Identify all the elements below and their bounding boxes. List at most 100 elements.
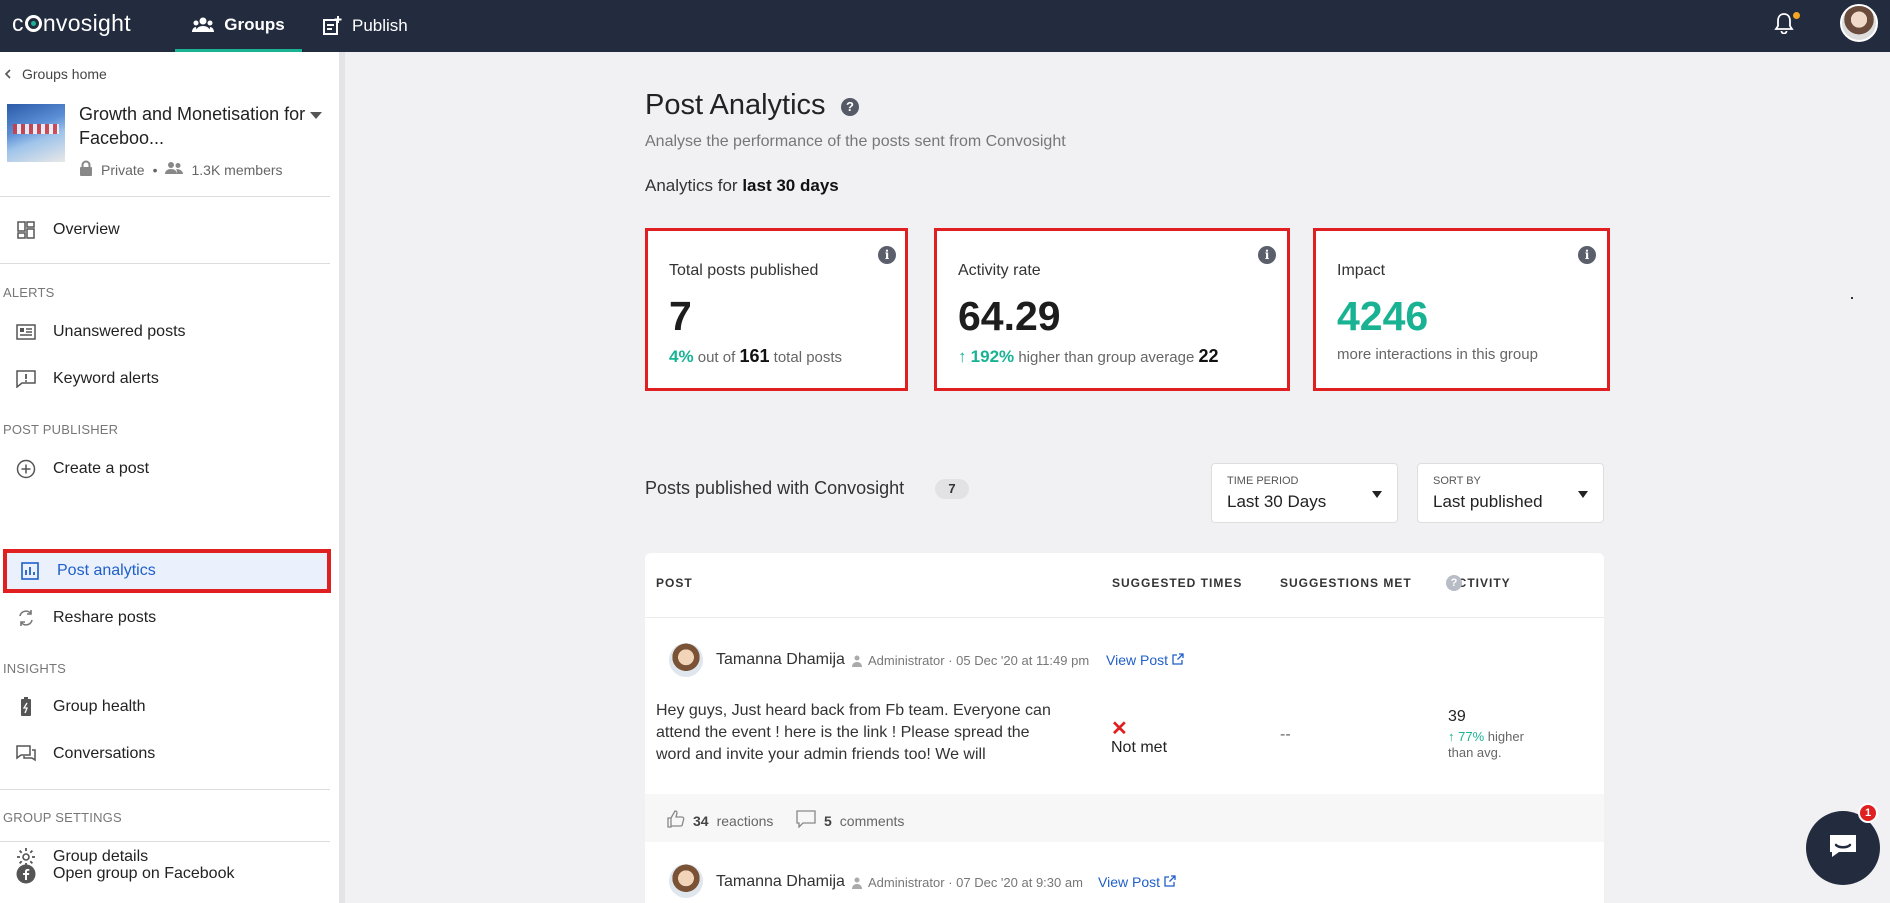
select-value: Last published [1433,492,1543,511]
period-value: last 30 days [742,176,839,195]
card-text: more interactions in this group [1337,346,1538,363]
card-impact: i Impact 4246 more interactions in this … [1313,228,1610,391]
chat-launcher-button[interactable] [1806,811,1880,885]
tab-groups[interactable]: Groups [175,0,302,52]
list-icon [14,320,38,344]
notifications-bell-icon[interactable] [1774,12,1794,39]
sidebar-item-label: Open group on Facebook [53,865,235,882]
info-icon[interactable]: i [1578,246,1596,264]
posts-table: POST SUGGESTED TIMES SUGGESTIONS MET ACT… [645,553,1604,903]
card-pct: 192% [970,347,1015,366]
section-insights: INSIGHTS [3,661,66,676]
author-avatar [669,643,703,677]
sidebar-item-label: Group health [53,698,146,715]
sidebar-item-conversations[interactable]: Conversations [14,741,330,767]
card-pct: 4% [669,347,694,366]
external-link-icon [1172,652,1184,668]
page-subtitle: Analyse the performance of the posts sen… [645,133,1066,150]
add-circle-icon [14,457,38,481]
group-switcher-caret-icon[interactable] [310,112,322,119]
column-header-post: POST [656,576,693,590]
card-label: Total posts published [669,262,819,279]
reactions: 34 reactions [667,810,773,831]
sidebar: Groups home Growth and Monetisation for … [0,52,345,903]
reactions-count: 34 [693,812,709,829]
sidebar-divider [0,789,330,790]
time-period-select[interactable]: TIME PERIOD Last 30 Days [1211,463,1398,523]
top-navbar: c nvosight Groups Publish [0,0,1890,52]
comment-icon [796,810,816,831]
sidebar-item-reshare-posts[interactable]: Reshare posts [14,605,330,631]
user-avatar[interactable] [1840,4,1878,42]
view-post-link[interactable]: View Post [1098,874,1176,890]
dropdown-arrow-icon [1578,491,1588,498]
column-header-suggestions-met: SUGGESTIONS MET [1280,576,1412,590]
bar-chart-icon [18,559,42,583]
suggested-times-status: Not met [1111,739,1168,756]
chat-icon [1827,833,1859,864]
post-meta: Administrator · 07 Dec '20 at 9:30 am [868,875,1083,890]
sidebar-item-unanswered-posts[interactable]: Unanswered posts [14,319,330,345]
sort-by-select[interactable]: SORT BY Last published [1417,463,1604,523]
group-name: Growth and Monetisation for Faceboo... [79,104,306,148]
card-avg: 22 [1198,346,1219,366]
author-name[interactable]: Tamanna Dhamija [716,873,845,890]
select-label: TIME PERIOD [1227,475,1299,487]
card-activity-rate: i Activity rate 64.29 ↑ 192% higher than… [934,228,1290,391]
refresh-icon [14,606,38,630]
activity-help-icon[interactable]: ? [1446,575,1462,591]
sidebar-item-label: Keyword alerts [53,370,159,387]
section-post-publisher: POST PUBLISHER [3,422,119,437]
sidebar-item-overview[interactable]: Overview [14,217,330,243]
external-link-icon [1164,874,1176,890]
chat-bubbles-icon [14,742,38,766]
card-suffix: total posts [773,349,843,366]
tab-groups-label: Groups [224,14,285,34]
battery-icon [14,695,38,719]
sidebar-item-post-analytics[interactable]: Post analytics [3,549,331,593]
page-title: Post Analytics [645,89,826,121]
tab-publish[interactable]: Publish [322,0,408,52]
help-icon[interactable]: ? [841,98,859,116]
header-divider [645,617,1604,618]
back-to-groups-link[interactable]: Groups home [4,66,107,82]
gear-icon [14,845,38,869]
arrow-up-icon: ↑ [1448,729,1455,744]
sidebar-item-label: Group details [53,848,149,865]
group-members: 1.3K members [191,161,283,178]
card-out-of: out of [697,349,736,366]
suggestions-met-value: -- [1280,726,1291,743]
convosight-logo[interactable]: c nvosight [12,10,131,36]
reactions-label: reactions [716,812,774,829]
alert-message-icon [14,367,38,391]
dropdown-arrow-icon [1372,491,1382,498]
notification-dot [1793,12,1800,19]
publish-icon [322,16,342,36]
info-icon[interactable]: i [1258,246,1276,264]
sidebar-item-create-post[interactable]: Create a post [14,456,330,482]
analytics-period: Analytics for last 30 days [645,176,839,196]
card-label: Impact [1337,262,1386,279]
sidebar-item-keyword-alerts[interactable]: Keyword alerts [14,366,330,392]
sidebar-item-label: Overview [53,221,120,238]
sidebar-item-label: Reshare posts [53,609,157,626]
posts-count-badge: 7 [935,479,969,499]
view-post-link[interactable]: View Post [1106,652,1184,668]
sidebar-divider [0,841,330,842]
sidebar-item-label: Conversations [53,745,156,762]
sidebar-item-open-facebook[interactable]: Open group on Facebook [14,861,330,887]
info-icon[interactable]: i [878,246,896,264]
chat-unread-badge: 1 [1858,803,1878,823]
activity-more-text: higher than avg. [1448,729,1524,760]
sidebar-item-group-health[interactable]: Group health [14,694,330,720]
post-meta: Administrator · 05 Dec '20 at 11:49 pm [868,653,1090,668]
group-meta: Private • 1.3K members [79,160,283,179]
comments-count: 5 [824,812,832,829]
back-label: Groups home [22,66,107,82]
sidebar-item-group-details[interactable]: Group details [14,844,330,870]
author-name[interactable]: Tamanna Dhamija [716,651,845,668]
section-alerts: ALERTS [3,285,55,300]
members-icon [165,161,184,178]
select-value: Last 30 Days [1227,492,1327,511]
card-text: higher than group average [1018,349,1195,366]
